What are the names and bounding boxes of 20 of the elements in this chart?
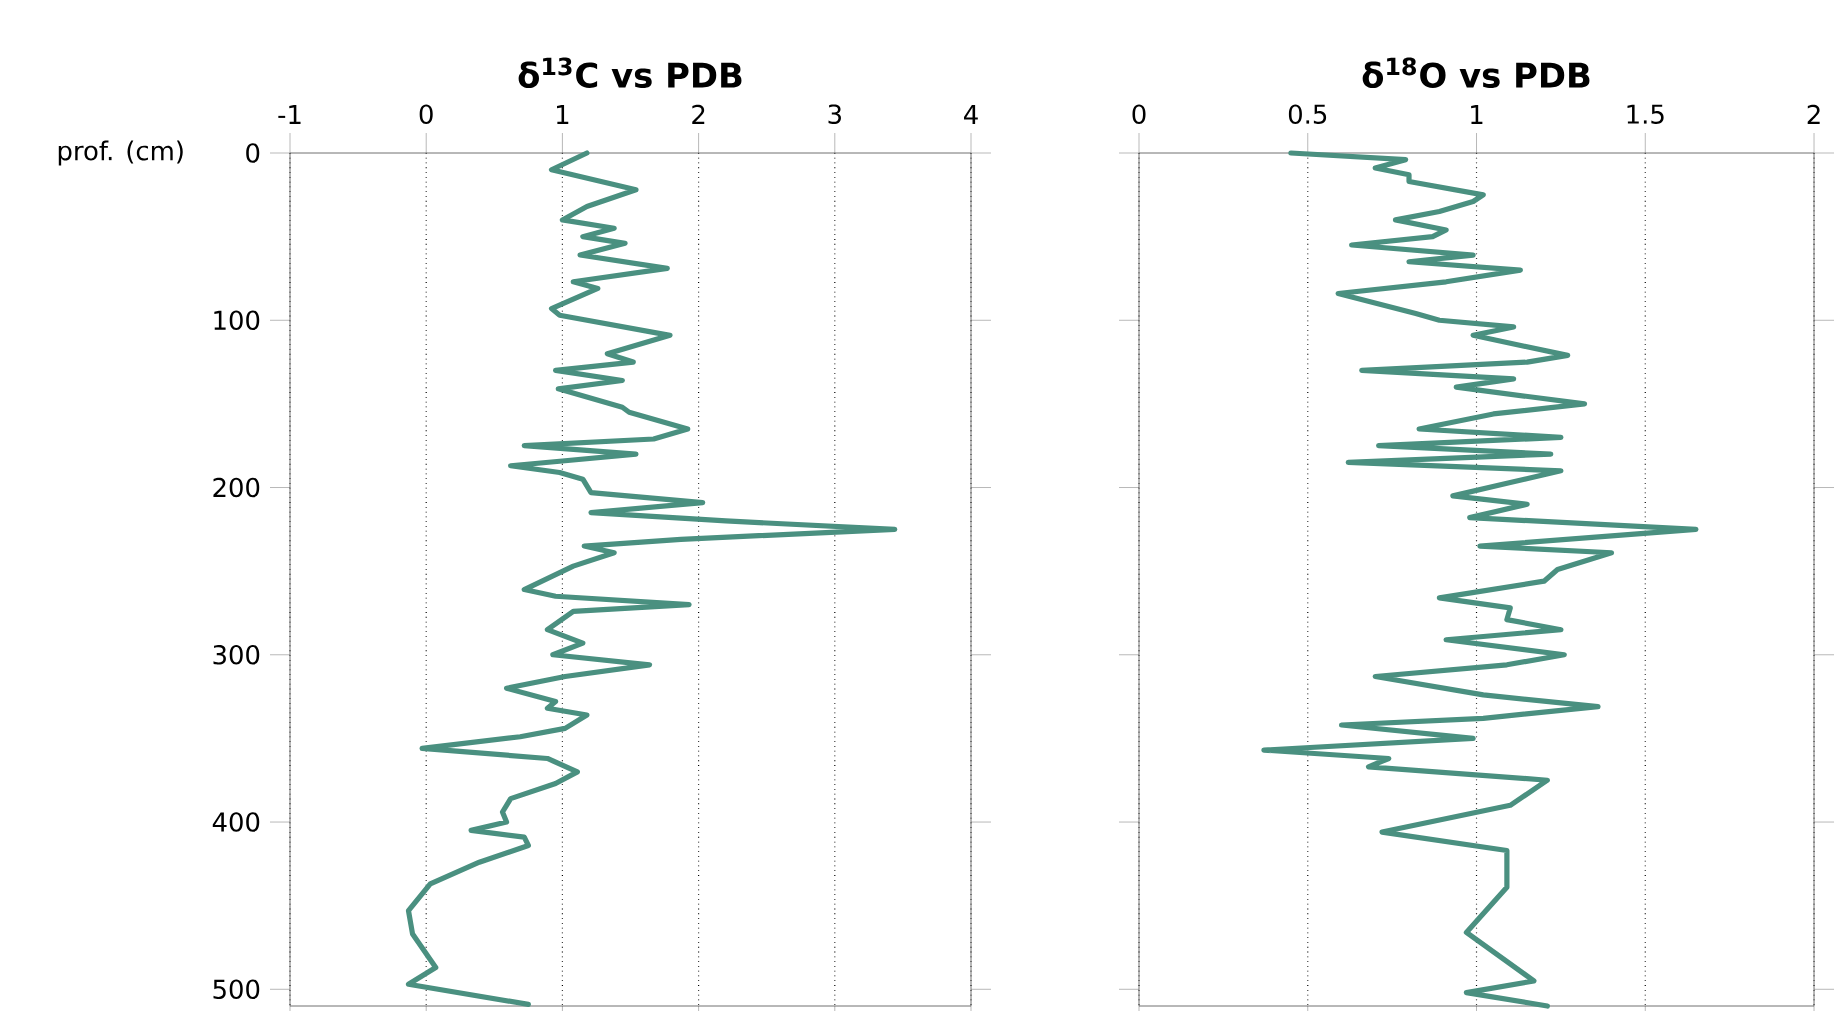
chart-title: δ$^{18}$O vs PDB — [1362, 57, 1590, 89]
x-tick-label: -1 — [278, 105, 301, 124]
x-tick-label: 1.5 — [1627, 104, 1664, 124]
x-tick-label: 0 — [419, 104, 433, 124]
x-tick-label: 2 — [1807, 104, 1820, 124]
x-tick-label: 4 — [964, 105, 978, 124]
x-tick-label: 1 — [1471, 105, 1483, 124]
x-tick-label: 0 — [1132, 104, 1146, 124]
y-tick-label: 200 — [213, 477, 260, 498]
y-tick-label: 0 — [246, 143, 260, 163]
x-tick-label: 1 — [557, 105, 569, 124]
y-tick-label: 500 — [213, 979, 260, 1000]
y-axis-title: prof. (cm) — [58, 140, 183, 166]
y-tick-label: 100 — [214, 310, 260, 331]
x-tick-label: 0.5 — [1288, 104, 1327, 124]
x-tick-label: 3 — [828, 104, 841, 124]
chart-title: δ$^{13}$C vs PDB — [518, 57, 742, 89]
y-tick-label: 400 — [212, 812, 260, 832]
y-tick-label: 300 — [213, 644, 260, 665]
x-tick-label: 2 — [692, 104, 705, 124]
